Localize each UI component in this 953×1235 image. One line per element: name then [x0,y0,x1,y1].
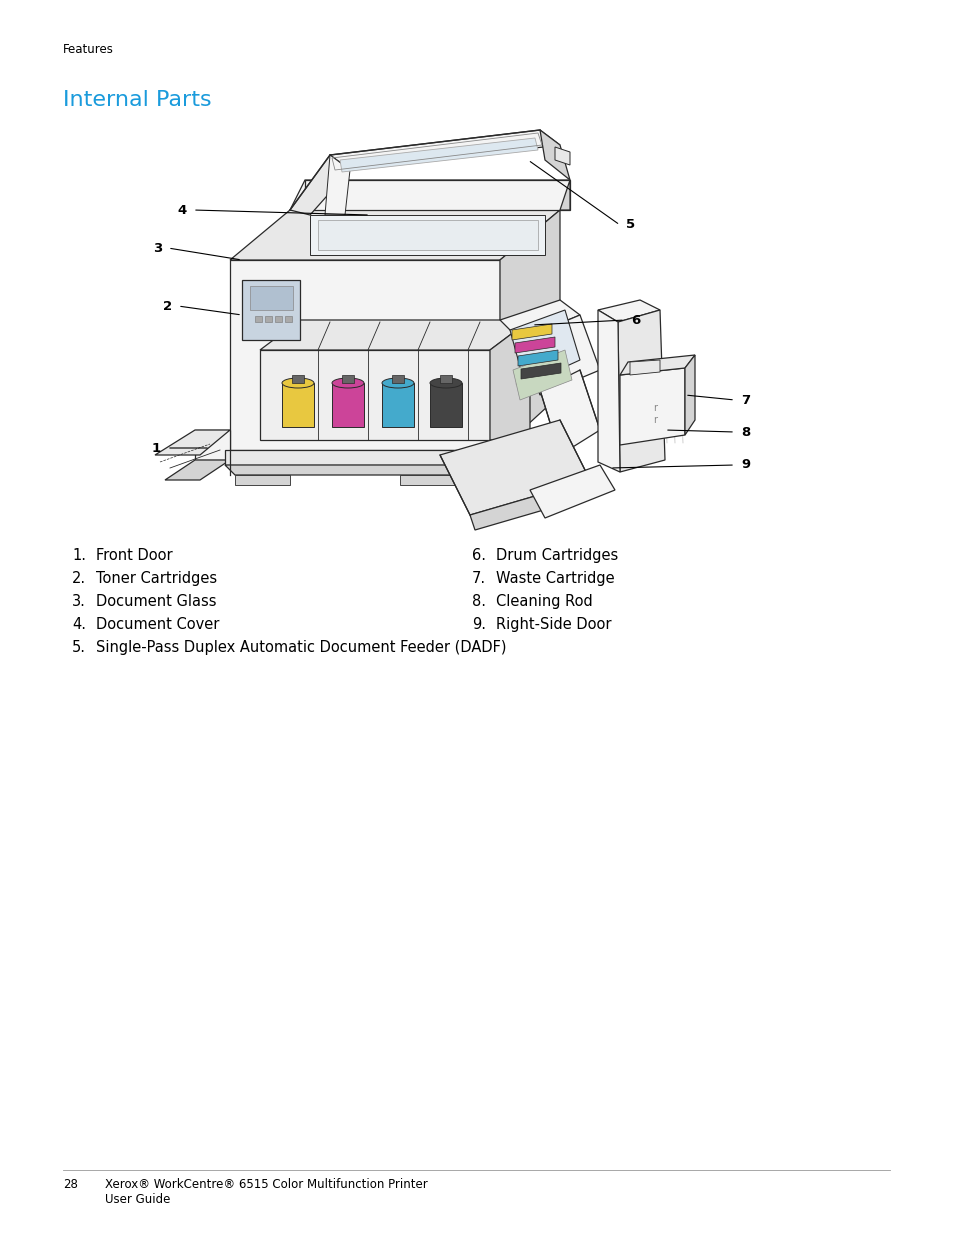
Polygon shape [510,310,579,385]
Text: 4.: 4. [71,618,86,632]
Text: Right-Side Door: Right-Side Door [496,618,611,632]
Text: Internal Parts: Internal Parts [63,90,212,110]
Polygon shape [274,316,282,322]
Polygon shape [325,156,350,215]
Polygon shape [332,383,364,427]
Polygon shape [499,210,559,450]
Polygon shape [618,310,664,472]
Ellipse shape [381,378,414,388]
Polygon shape [341,375,354,383]
Polygon shape [305,180,569,210]
Polygon shape [399,475,459,485]
Polygon shape [520,363,560,379]
Polygon shape [598,300,659,322]
Text: 7.: 7. [472,571,486,585]
Polygon shape [260,320,530,350]
Text: Single-Pass Duplex Automatic Document Feeder (DADF): Single-Pass Duplex Automatic Document Fe… [96,640,506,655]
Polygon shape [684,354,695,435]
Polygon shape [194,430,230,459]
Polygon shape [165,459,230,480]
Polygon shape [430,383,461,427]
Polygon shape [517,350,558,366]
Polygon shape [230,210,559,261]
Polygon shape [539,370,599,454]
Text: Cleaning Rod: Cleaning Rod [496,594,592,609]
Text: 6: 6 [630,314,639,326]
Polygon shape [513,350,572,400]
Polygon shape [559,180,569,210]
Text: 8: 8 [740,426,749,438]
Polygon shape [290,180,569,210]
Text: 9.: 9. [472,618,485,632]
Polygon shape [290,156,350,215]
Text: 5: 5 [625,219,635,231]
Polygon shape [470,480,595,530]
Text: 3.: 3. [71,594,86,609]
Polygon shape [242,280,299,340]
Polygon shape [250,287,293,310]
Text: 1.: 1. [71,548,86,563]
Polygon shape [381,383,414,427]
Polygon shape [260,350,490,440]
Polygon shape [519,315,599,395]
Polygon shape [512,324,552,340]
Ellipse shape [332,378,364,388]
Polygon shape [439,420,589,515]
Polygon shape [339,138,537,172]
Polygon shape [230,261,499,450]
Text: 2: 2 [163,300,172,312]
Polygon shape [330,130,559,170]
Text: r: r [652,415,657,425]
Text: Toner Cartridges: Toner Cartridges [96,571,217,585]
Polygon shape [225,450,504,466]
Polygon shape [234,475,290,485]
Text: 8.: 8. [472,594,485,609]
Polygon shape [154,430,230,454]
Polygon shape [598,310,619,472]
Polygon shape [285,316,292,322]
Polygon shape [629,359,659,375]
Text: 28: 28 [63,1178,78,1191]
Text: 5.: 5. [71,640,86,655]
Polygon shape [499,300,579,340]
Polygon shape [555,147,569,165]
Text: 1: 1 [152,441,161,454]
Polygon shape [292,375,304,383]
Polygon shape [530,466,615,517]
Text: Xerox® WorkCentre® 6515 Color Multifunction Printer: Xerox® WorkCentre® 6515 Color Multifunct… [105,1178,427,1191]
Polygon shape [225,466,515,475]
Text: 4: 4 [177,204,187,216]
Polygon shape [515,337,555,353]
Polygon shape [392,375,403,383]
Polygon shape [439,375,452,383]
Polygon shape [254,316,262,322]
Ellipse shape [430,378,461,388]
Text: Waste Cartridge: Waste Cartridge [496,571,614,585]
Text: r: r [652,403,657,412]
Text: 6.: 6. [472,548,485,563]
Text: Drum Cartridges: Drum Cartridges [496,548,618,563]
Polygon shape [317,220,537,249]
Text: 2.: 2. [71,571,86,585]
Polygon shape [490,320,530,440]
Polygon shape [310,215,544,254]
Polygon shape [265,316,272,322]
Text: 9: 9 [740,458,749,472]
Text: 7: 7 [740,394,749,406]
Text: Document Cover: Document Cover [96,618,219,632]
Text: Front Door: Front Door [96,548,172,563]
Text: User Guide: User Guide [105,1193,171,1207]
Ellipse shape [282,378,314,388]
Polygon shape [282,383,314,427]
Polygon shape [539,130,569,180]
Text: Features: Features [63,43,113,56]
Polygon shape [619,368,684,445]
Text: 3: 3 [152,242,162,254]
Polygon shape [619,354,695,375]
Text: Document Glass: Document Glass [96,594,216,609]
